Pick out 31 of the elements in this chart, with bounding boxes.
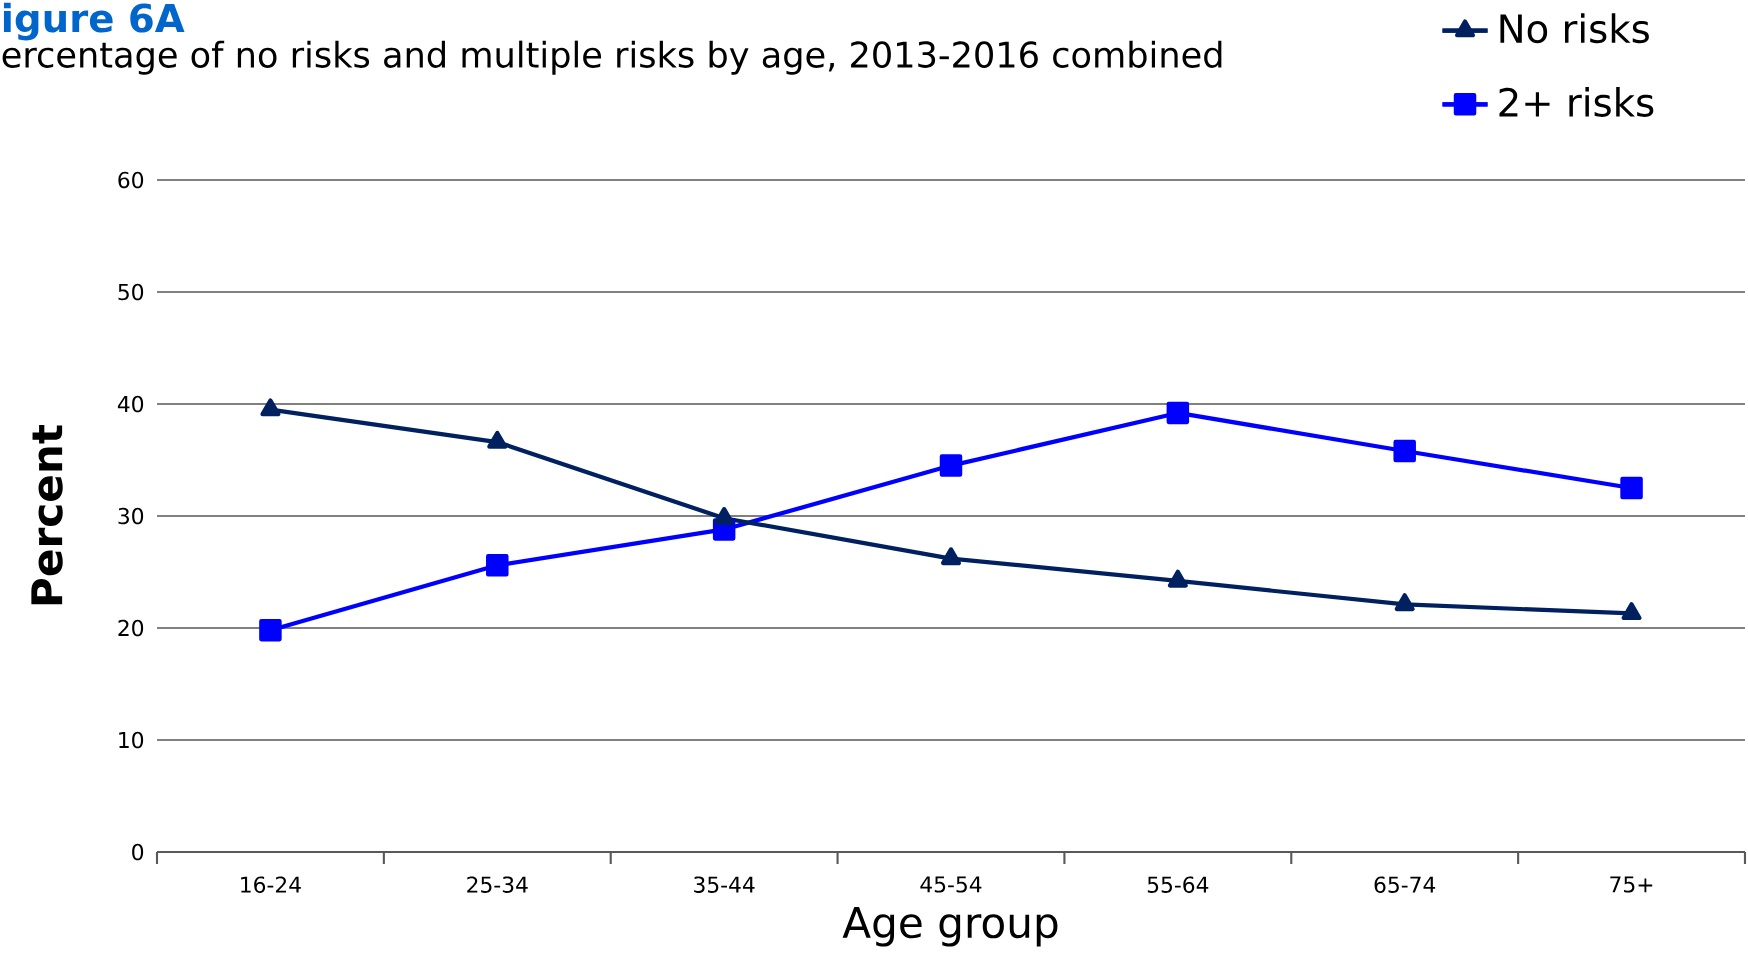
x-tick-label: 55-64 xyxy=(1147,876,1209,893)
y-tick-label: 60 xyxy=(118,171,144,189)
point xyxy=(714,507,735,525)
point xyxy=(259,618,282,642)
point xyxy=(1166,401,1190,425)
x-axis-title: Age group xyxy=(842,907,1058,947)
y-tick-label: 30 xyxy=(118,507,144,525)
point xyxy=(486,554,509,577)
x-tick-label: 45-54 xyxy=(920,876,982,893)
y-tick-label: 50 xyxy=(118,283,144,301)
x-tick-label: 25-34 xyxy=(467,876,528,893)
x-tick-label: 65-74 xyxy=(1374,876,1436,893)
point xyxy=(1394,593,1415,612)
chart-subtitle: ercentage of no risks and multiple risks by age, 2013-2016 combined xyxy=(2,40,1222,75)
x-tick-label: 35-44 xyxy=(694,876,755,893)
point xyxy=(1620,476,1643,500)
point xyxy=(1621,602,1642,621)
point xyxy=(939,454,963,477)
legend-label: No risks xyxy=(1500,13,1649,44)
y-tick-label: 40 xyxy=(117,395,144,413)
y-tick-label: 10 xyxy=(119,731,144,749)
y-tick-label: 20 xyxy=(118,619,144,637)
x-tick-label: 75+ xyxy=(1610,876,1653,893)
point xyxy=(1167,569,1188,588)
legend-label: 2+ risks xyxy=(1499,87,1654,117)
chart-title: igure 6A xyxy=(3,2,185,41)
point xyxy=(1393,439,1416,463)
x-tick-label: 16-24 xyxy=(241,876,301,893)
point xyxy=(940,547,962,566)
y-axis-title: Percent xyxy=(31,424,63,605)
y-tick-label: 0 xyxy=(132,843,144,861)
